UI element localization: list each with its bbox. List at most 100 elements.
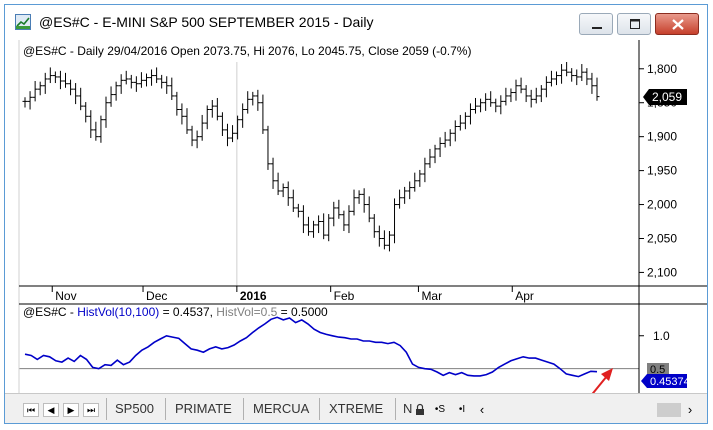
ohlc-bar (341, 210, 347, 232)
ohlc-bar (305, 216, 311, 236)
ohlc-bar (37, 81, 43, 96)
ohlc-bar (78, 87, 84, 111)
ohlc-bar (538, 85, 544, 103)
tab-n[interactable]: N (403, 401, 413, 416)
ohlc-bar (473, 97, 479, 114)
ohlc-bar (270, 157, 276, 189)
ohlc-bar (57, 70, 63, 90)
ohlc-bar (219, 112, 225, 136)
ohlc-bar (457, 114, 463, 131)
ohlc-bar (52, 71, 58, 84)
indicator-value-badge: 0.45374 (641, 374, 690, 388)
ohlc-bar (88, 110, 94, 139)
ohlc-bar (371, 214, 377, 238)
ohlc-bar (417, 169, 423, 187)
ohlc-bar (331, 201, 337, 227)
ohlc-bar (300, 205, 306, 234)
indicator-button[interactable]: •I (458, 404, 466, 415)
tab-xtreme[interactable]: XTREME (329, 401, 384, 416)
ohlc-bar (584, 68, 590, 86)
ohlc-bar (513, 79, 519, 101)
window-title: @ES#C - E-MINI S&P 500 SEPTEMBER 2015 - … (39, 14, 374, 30)
ohlc-bar (235, 115, 241, 140)
ohlc-bar (559, 64, 565, 84)
tab-mercua[interactable]: MERCUA (253, 401, 310, 416)
ohlc-bar (240, 103, 246, 128)
scroll-right-icon[interactable]: › (687, 402, 693, 417)
first-tab-button[interactable]: ⏮ (23, 403, 39, 417)
minimize-icon (592, 27, 602, 29)
time-tick-label: Dec (146, 289, 167, 303)
ohlc-bar (204, 105, 210, 130)
indicator-value-label: 0.45374 (650, 376, 690, 388)
ohlc-bar (564, 62, 570, 77)
maximize-button[interactable] (617, 13, 651, 35)
ohlc-bar (149, 69, 155, 86)
close-button[interactable] (655, 13, 699, 35)
prev-tab-button[interactable]: ◀ (43, 403, 59, 417)
title-bar[interactable]: @ES#C - E-MINI S&P 500 SEPTEMBER 2015 - … (5, 5, 707, 40)
ohlc-bar (336, 199, 342, 219)
ohlc-bar (93, 121, 99, 141)
ohlc-bar (462, 112, 468, 130)
ohlc-bar (316, 215, 322, 234)
ohlc-bar (62, 72, 68, 88)
last-tab-button[interactable]: ⏭ (83, 403, 99, 417)
scroll-left-icon[interactable]: ‹ (479, 402, 485, 417)
close-icon (672, 19, 684, 30)
ohlc-bar (108, 86, 114, 107)
ohlc-bar (493, 98, 499, 113)
horizontal-scrollbar[interactable] (493, 403, 693, 417)
ohlc-bar (498, 95, 504, 115)
ohlc-bar (32, 81, 38, 102)
ohlc-bar (214, 97, 220, 121)
minimize-button[interactable] (579, 13, 613, 35)
ohlc-bar (574, 69, 580, 86)
ohlc-bar (523, 85, 529, 103)
tab-primate[interactable]: PRIMATE (175, 401, 232, 416)
tab-separator (165, 398, 166, 420)
ohlc-bar (321, 213, 327, 240)
scrollbar-thumb[interactable] (657, 403, 681, 417)
next-tab-button[interactable]: ▶ (63, 403, 79, 417)
chart-app-icon (15, 14, 31, 30)
indicator-name: HistVol(10,100) (77, 305, 159, 319)
time-tick-label: Nov (55, 289, 76, 303)
ohlc-bar (184, 108, 190, 134)
symbol-button[interactable]: •S (434, 404, 446, 415)
ohlc-bar (159, 74, 165, 89)
indicator-level-name: HistVol=0.5 (216, 305, 277, 319)
hv-tick-label: 1.0 (653, 329, 670, 343)
ohlc-bar (437, 137, 443, 158)
ohlc-bar (133, 76, 139, 92)
ohlc-bar (407, 181, 413, 200)
ohlc-bar (508, 88, 514, 103)
ohlc-bar (346, 205, 352, 234)
ohlc-bar (594, 77, 600, 101)
ohlc-bar (118, 74, 124, 94)
ohlc-bar (326, 214, 332, 242)
price-tick-label: 1,950 (647, 164, 677, 178)
price-tick-label: 1,800 (647, 62, 677, 76)
ohlc-bar (245, 91, 251, 114)
ohlc-bar (503, 87, 509, 106)
indicator-symbol: @ES#C - (23, 305, 77, 319)
lock-button[interactable] (413, 402, 427, 418)
ohlc-bar (548, 70, 554, 87)
ohlc-bar (255, 89, 261, 111)
indicator-pane-header: @ES#C - HistVol(10,100) = 0.4537, HistVo… (23, 305, 328, 319)
tab-sp500[interactable]: SP500 (115, 401, 155, 416)
ohlc-bar (432, 144, 438, 164)
ohlc-bar (311, 220, 317, 238)
ohlc-bar (154, 67, 160, 84)
ohlc-bar (533, 87, 539, 104)
ohlc-bar (230, 125, 236, 143)
ohlc-bar (381, 230, 387, 250)
ohlc-bar (260, 94, 266, 134)
ohlc-bar (42, 72, 48, 94)
price-tick-label: 1,900 (647, 130, 677, 144)
price-tick-label: 2,100 (647, 265, 677, 279)
ohlc-bar (447, 129, 453, 147)
